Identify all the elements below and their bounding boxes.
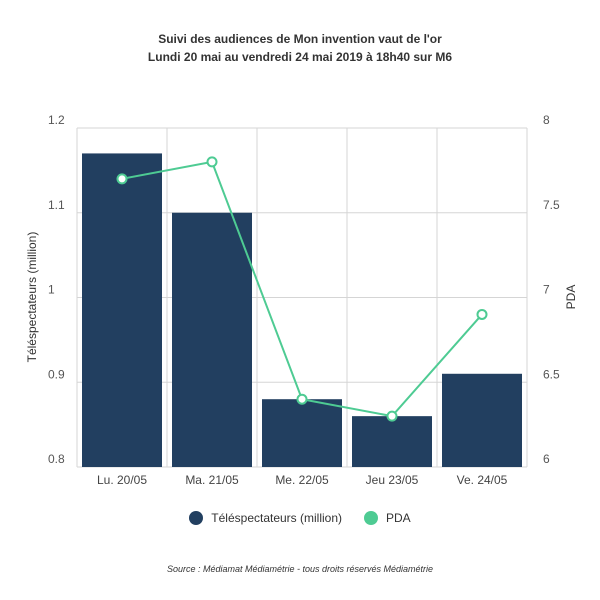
pda-point (206, 156, 218, 168)
title-line-2: Lundi 20 mai au vendredi 24 mai 2019 à 1… (147, 50, 453, 64)
x-tick-label: Me. 22/05 (275, 473, 329, 487)
y-tick-right: 6.5 (543, 367, 560, 381)
pda-point (296, 393, 308, 405)
pda-point (386, 410, 398, 422)
y-tick-right: 6 (543, 452, 550, 466)
y-tick-left: 1.1 (48, 198, 65, 212)
bar (352, 416, 432, 467)
pda-point (116, 173, 128, 185)
pda-point (476, 308, 488, 320)
legend: Téléspectateurs (million) PDA (0, 511, 600, 525)
x-tick-label: Jeu 23/05 (366, 473, 419, 487)
x-tick-label: Lu. 20/05 (97, 473, 147, 487)
y-tick-left: 0.9 (48, 367, 65, 381)
legend-swatch-viewers (189, 511, 204, 525)
y-tick-left: 1.2 (48, 113, 65, 127)
legend-item-viewers[interactable]: Téléspectateurs (million) (189, 511, 342, 525)
legend-label-viewers: Téléspectateurs (million) (211, 511, 343, 525)
legend-label-pda: PDA (386, 511, 411, 525)
title-line-1: Suivi des audiences de Mon invention vau… (158, 32, 442, 46)
bar (82, 153, 162, 468)
chart-title: Suivi des audiences de Mon invention vau… (0, 30, 600, 66)
y-tick-right: 7.5 (543, 198, 560, 212)
x-tick-label: Ma. 21/05 (185, 473, 239, 487)
y-tick-left: 1 (48, 283, 55, 297)
legend-swatch-pda (364, 511, 379, 525)
bar (442, 373, 522, 467)
x-tick-label: Ve. 24/05 (457, 473, 508, 487)
bar (172, 212, 252, 467)
source-note: Source : Médiamat Médiamétrie - tous dro… (166, 564, 434, 574)
legend-item-pda[interactable]: PDA (364, 511, 411, 525)
bar (262, 399, 342, 467)
y-tick-left: 0.8 (48, 452, 65, 466)
y-axis-title-right: PDA (564, 285, 578, 310)
y-tick-right: 8 (543, 113, 550, 127)
y-axis-title-left: Téléspectateurs (million) (25, 232, 39, 363)
y-tick-right: 7 (543, 283, 550, 297)
